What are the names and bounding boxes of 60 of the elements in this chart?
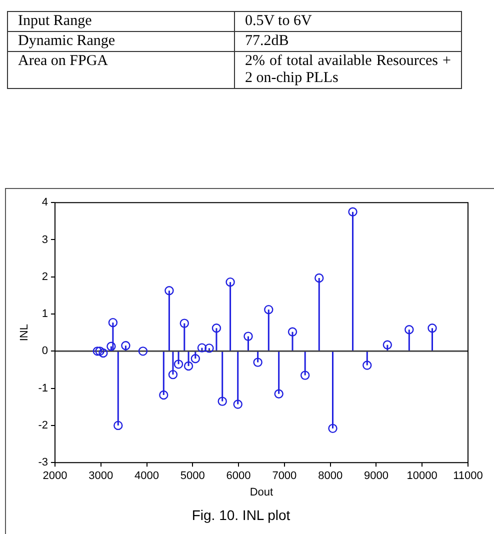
point [300,370,310,380]
y-tick-label: 2 [42,270,48,283]
text: 0.5V to 6V [234,12,462,32]
point [218,396,227,406]
point [288,327,298,336]
point [92,346,102,356]
caption: Fig. 10. INL plot [190,507,292,523]
y-tick-label: 3 [42,234,48,246]
point [244,332,253,341]
point [212,324,222,333]
point [204,344,214,353]
text: Area on FPGA [8,52,234,88]
text: Dynamic Range [8,32,234,52]
y-tick-label: -3 [38,456,48,469]
point [168,370,178,380]
point [95,346,104,356]
x-tick-label: 4000 [134,470,160,482]
y-tick-label: -2 [38,419,48,432]
y-tick-label: 0 [42,345,48,358]
y-axis-title: INL [18,324,31,342]
x-axis-title: Dout [250,486,274,498]
text: Input Range [8,12,234,32]
point [362,360,372,370]
point [382,340,392,350]
x-tick-label: 11000 [453,470,483,482]
point [174,360,184,369]
point [98,348,108,358]
y-tick-label: -1 [38,382,48,394]
point [253,358,262,367]
point [164,286,174,296]
x-tick-label: 7000 [272,470,297,482]
y-tick-label: 1 [42,308,48,320]
x-tick-label: 6000 [226,470,251,482]
point [197,343,207,352]
point [108,318,118,328]
x-tick-label: 9000 [364,470,388,482]
point [226,277,235,287]
point [159,390,168,400]
x-tick-label: 2000 [42,470,68,482]
point [138,346,148,356]
x-tick-label: 8000 [318,470,343,482]
point [264,304,274,314]
point [274,389,284,398]
point [404,325,414,334]
point [180,318,189,328]
point [184,361,194,371]
point [190,354,200,364]
y-tick-label: 4 [42,196,48,209]
point [121,341,130,350]
x-tick-label: 10000 [406,470,438,482]
text: 77.2dB [234,32,462,52]
point [328,424,338,434]
point [233,400,242,409]
point [314,273,324,283]
point [114,420,123,430]
text: 2% of total available Resources + 2 on-chip PLLs [234,52,462,88]
x-tick-label: 3000 [88,470,114,482]
point [428,324,437,333]
x-tick-label: 5000 [180,470,205,482]
point [348,207,358,216]
